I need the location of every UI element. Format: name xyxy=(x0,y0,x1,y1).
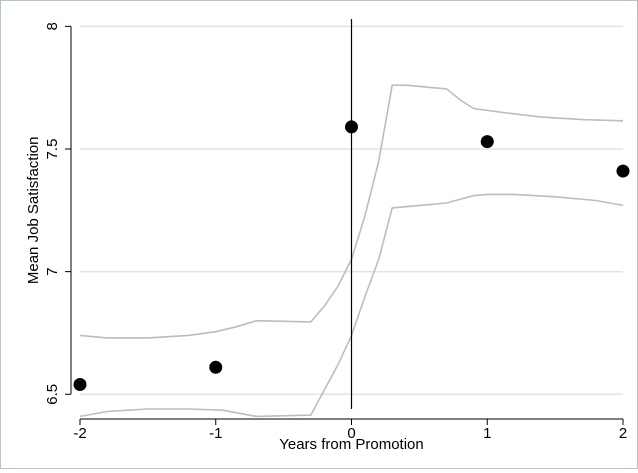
x-axis-title: Years from Promotion xyxy=(279,436,424,453)
y-tick-label: 7 xyxy=(44,267,61,275)
data-point xyxy=(480,135,494,149)
x-tick-label: -1 xyxy=(209,425,222,442)
x-tick-label: -2 xyxy=(73,425,86,442)
data-point xyxy=(616,164,630,178)
y-tick-label: 7.5 xyxy=(44,139,61,160)
x-tick-label: 2 xyxy=(619,425,627,442)
confidence-band-layer xyxy=(79,84,624,418)
y-axis-title: Mean Job Satisfaction xyxy=(25,137,42,285)
x-tick-label: 1 xyxy=(483,425,491,442)
data-point-layer xyxy=(73,120,630,391)
data-point xyxy=(209,360,223,374)
lower-confidence-line xyxy=(79,193,624,418)
axis-layer: 6.5 7 7.5 8 -2 -1 0 1 2 xyxy=(44,22,627,442)
y-tick-label: 8 xyxy=(44,22,61,30)
data-point xyxy=(345,120,358,134)
data-point xyxy=(73,377,87,391)
x-tick-label: 0 xyxy=(347,425,355,442)
y-tick-label: 6.5 xyxy=(44,384,61,405)
upper-confidence-line xyxy=(79,84,624,339)
